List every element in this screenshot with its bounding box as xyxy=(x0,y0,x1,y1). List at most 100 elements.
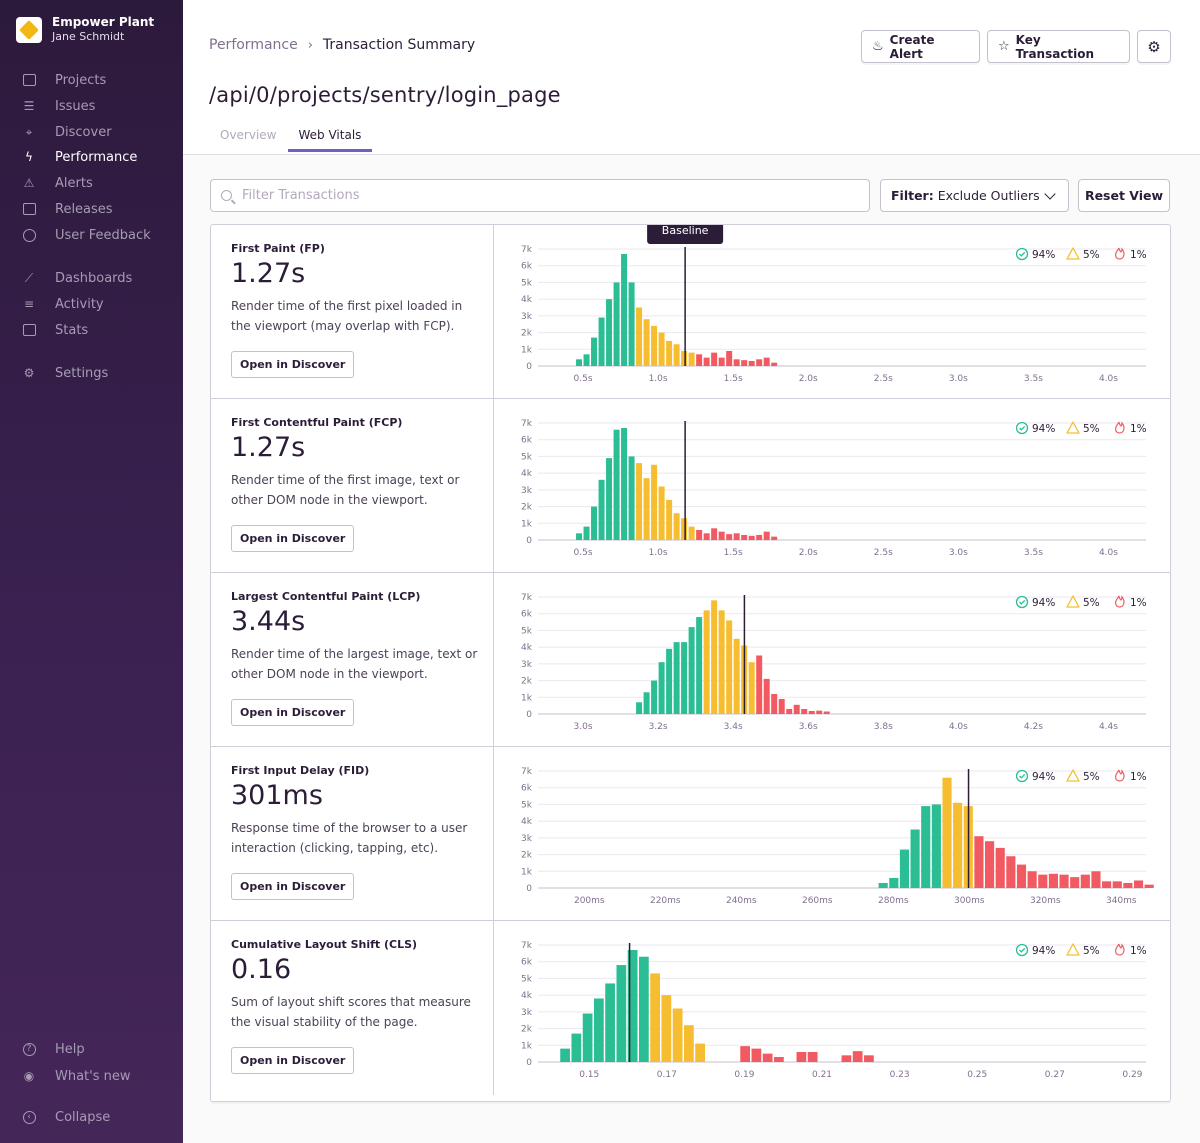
histogram-bar xyxy=(711,600,718,714)
sidebar-item-settings[interactable]: ⚙ Settings xyxy=(22,363,109,383)
y-tick-label: 2k xyxy=(521,1025,533,1035)
histogram-bar xyxy=(910,829,920,888)
check-mark xyxy=(1019,773,1026,779)
histogram-bar xyxy=(598,317,605,366)
good-check-icon xyxy=(1015,769,1029,783)
legend-poor-value: 1% xyxy=(1130,771,1147,783)
legend-good-value: 94% xyxy=(1032,771,1055,783)
histogram-bar xyxy=(762,1053,773,1062)
sidebar-item-user-feedback[interactable]: User Feedback xyxy=(22,225,151,245)
histogram-bar xyxy=(673,513,680,540)
histogram-bar xyxy=(1070,877,1080,888)
histogram-bar xyxy=(613,429,620,540)
histogram-bar xyxy=(1038,874,1048,888)
x-tick-label: 0.5s xyxy=(574,374,593,384)
histogram-bar xyxy=(740,1046,751,1062)
x-tick-label: 0.5s xyxy=(574,548,593,558)
legend-good-value: 94% xyxy=(1032,249,1055,261)
histogram-bar xyxy=(582,1013,593,1062)
legend-good-value: 94% xyxy=(1032,597,1055,609)
vital-description: Sum of layout shift scores that measure … xyxy=(231,995,471,1029)
sidebar-item-whats-new[interactable]: ◉ What's new xyxy=(22,1066,131,1086)
key-transaction-label: Key Transaction xyxy=(1015,32,1095,61)
histogram-bar xyxy=(974,836,984,888)
org-logo-icon xyxy=(16,16,42,43)
vital-description: Render time of the first image, text or … xyxy=(231,473,460,507)
histogram-bar xyxy=(1123,882,1133,888)
good-check-icon xyxy=(1015,595,1029,609)
histogram-bar xyxy=(1091,871,1101,888)
vital-name: Cumulative Layout Shift (CLS) xyxy=(231,938,418,951)
x-tick-label: 2.0s xyxy=(799,548,818,558)
vital-value: 3.44s xyxy=(231,606,306,637)
tab-web-vitals[interactable]: Web Vitals xyxy=(287,128,373,152)
y-tick-label: 2k xyxy=(521,677,533,687)
filter-dropdown[interactable]: Filter: Exclude Outliers xyxy=(880,179,1069,212)
x-tick-label: 3.0s xyxy=(949,548,968,558)
key-transaction-button[interactable]: ☆ Key Transaction xyxy=(987,30,1130,63)
sidebar-item-releases[interactable]: Releases xyxy=(22,199,113,219)
vital-value: 0.16 xyxy=(231,954,292,985)
good-check-icon xyxy=(1015,943,1029,957)
breadcrumb-current: Transaction Summary xyxy=(322,37,476,53)
tab-bar: Overview Web Vitals xyxy=(209,128,373,152)
sidebar-item-collapse[interactable]: ‹ Collapse xyxy=(22,1107,110,1127)
legend-poor-value: 1% xyxy=(1130,423,1147,435)
search-input[interactable] xyxy=(242,188,842,203)
check-mark xyxy=(1019,425,1026,431)
tab-overview[interactable]: Overview xyxy=(220,128,277,142)
histogram-bar xyxy=(942,777,952,888)
settings-button[interactable]: ⚙ xyxy=(1137,30,1171,63)
sidebar-item-issues[interactable]: ☰ Issues xyxy=(22,96,96,116)
activity-icon: ≡ xyxy=(23,297,35,311)
histogram-bar xyxy=(696,529,703,540)
sidebar-item-performance[interactable]: ϟ Performance xyxy=(22,147,137,167)
histogram-bar xyxy=(841,1055,852,1062)
x-tick-label: 3.4s xyxy=(724,722,743,732)
histogram-bar xyxy=(576,359,583,366)
x-tick-label: 3.5s xyxy=(1024,548,1043,558)
breadcrumb-performance-link[interactable]: Performance xyxy=(209,37,298,53)
sidebar-item-help[interactable]: ? Help xyxy=(22,1039,85,1059)
x-tick-label: 4.4s xyxy=(1099,722,1118,732)
open-in-discover-button[interactable]: Open in Discover xyxy=(231,525,355,552)
open-in-discover-button[interactable]: Open in Discover xyxy=(231,1047,355,1074)
x-tick-label: 300ms xyxy=(954,896,985,906)
histogram-bar xyxy=(726,350,733,366)
search-bar[interactable] xyxy=(210,179,870,212)
breadcrumb: Performance › Transaction Summary xyxy=(209,37,475,53)
poor-fire-icon xyxy=(1115,247,1125,260)
histogram-bar xyxy=(681,642,688,714)
create-alert-button[interactable]: ♨ Create Alert xyxy=(861,30,980,63)
sidebar-item-stats[interactable]: Stats xyxy=(22,320,88,340)
sidebar-item-label: Projects xyxy=(55,72,107,88)
histogram-bar xyxy=(995,847,1005,888)
histogram-bar xyxy=(921,806,931,888)
x-tick-label: 0.19 xyxy=(734,1070,754,1080)
legend-poor-value: 1% xyxy=(1130,597,1147,609)
sidebar-item-activity[interactable]: ≡ Activity xyxy=(22,294,104,314)
vital-value: 1.27s xyxy=(231,432,306,463)
sidebar-item-alerts[interactable]: ⚠ Alerts xyxy=(22,173,93,193)
vital-info: First Input Delay (FID) 301ms Response t… xyxy=(211,747,494,920)
good-check-icon xyxy=(1015,247,1029,261)
histogram-bar xyxy=(643,319,650,366)
sidebar-item-projects[interactable]: Projects xyxy=(22,70,106,90)
x-tick-label: 0.15 xyxy=(579,1070,599,1080)
histogram-bar xyxy=(763,531,770,540)
open-in-discover-button[interactable]: Open in Discover xyxy=(231,873,355,900)
x-tick-label: 0.25 xyxy=(967,1070,987,1080)
y-tick-label: 1k xyxy=(521,867,533,877)
reset-view-button[interactable]: Reset View xyxy=(1078,179,1170,212)
open-in-discover-button[interactable]: Open in Discover xyxy=(231,351,355,378)
sidebar-item-dashboards[interactable]: ⟋ Dashboards xyxy=(22,268,133,288)
open-in-discover-button[interactable]: Open in Discover xyxy=(231,699,355,726)
x-tick-label: 220ms xyxy=(650,896,681,906)
histogram-bar xyxy=(718,357,725,366)
sidebar-item-discover[interactable]: ⌖ Discover xyxy=(22,122,112,142)
histogram-bar xyxy=(1144,884,1154,888)
histogram-bar xyxy=(605,983,615,1062)
histogram-bar xyxy=(899,849,910,888)
org-switcher[interactable]: Empower Plant Jane Schmidt xyxy=(16,15,154,44)
histogram-bar xyxy=(864,1055,874,1062)
